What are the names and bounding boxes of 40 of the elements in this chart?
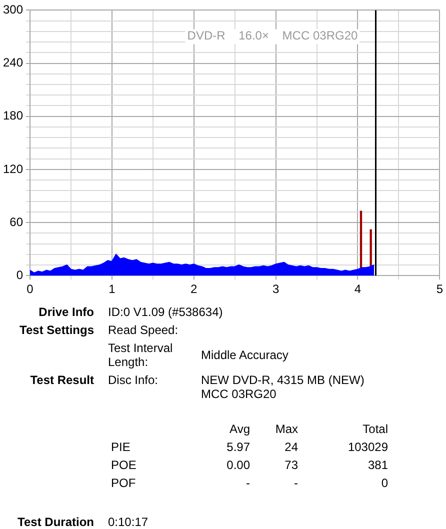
text: - [293,476,298,490]
text: Test Duration [16,515,94,529]
y-tick-label: 240 [2,56,24,70]
x-tick-label: 1 [108,282,116,296]
x-tick-label: 0 [26,282,34,296]
text: Disc Info: [108,373,160,387]
text: 0:10:17 [108,515,150,529]
text: 103029 [346,440,388,454]
text: 381 [366,458,388,472]
y-tick-label: 300 [2,2,24,17]
y-tick-label: 60 [10,214,24,229]
text: Test Settings [18,323,94,337]
text: 24 [284,440,298,454]
text: POF [111,476,137,490]
text: POE [111,458,138,472]
text: PIE [111,440,132,454]
text: 5.97 [226,440,250,454]
text: NEW DVD-R, 4315 MB (NEW) [201,373,366,387]
text: MCC 03RG20 [201,387,278,401]
text: Read Speed: [108,323,180,337]
x-tick-label: 4 [354,282,362,296]
x-tick-label: 5 [436,282,444,296]
text: Avg [228,422,250,436]
text: Max [274,422,298,436]
text: Total [362,422,388,436]
annotation: DVD-R 16.0× MCC 03RG20 [187,28,358,43]
text: - [245,476,250,490]
y-tick-label: 0 [16,268,24,282]
text: 0 [380,476,388,490]
x-tick-label: 3 [272,282,280,296]
x-tick-label: 2 [190,282,198,296]
text: Middle Accuracy [201,348,290,362]
text: ID:0 V1.09 (#538634) [108,305,224,319]
text: Test Interval Length: [108,341,174,369]
text: Drive Info [38,305,94,319]
y-tick-label: 120 [2,162,24,176]
text: 0.00 [226,458,250,472]
text: 73 [284,458,298,472]
text: Test Result [29,373,94,387]
y-tick-label: 180 [2,108,24,123]
